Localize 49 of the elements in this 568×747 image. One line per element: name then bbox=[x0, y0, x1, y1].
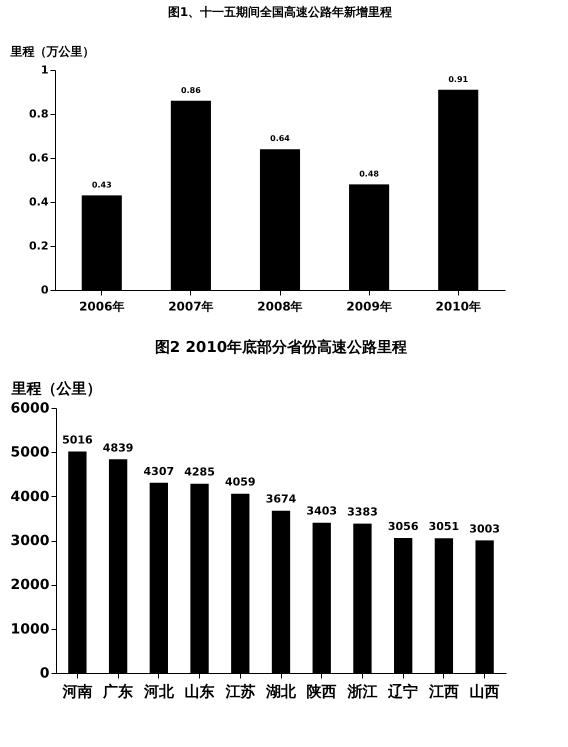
data-label: 3003 bbox=[469, 522, 500, 536]
x-tick-label: 山西 bbox=[470, 682, 500, 700]
y-tick-label: 1 bbox=[40, 64, 48, 76]
y-tick-label: 0 bbox=[40, 284, 49, 296]
y-tick-label: 5000 bbox=[10, 444, 50, 461]
x-tick-label: 江西 bbox=[428, 682, 459, 700]
chart-title: 图2 2010年底部分省份高速公路里程 bbox=[154, 338, 408, 356]
data-label: 3403 bbox=[306, 504, 338, 518]
x-tick-label: 2009年 bbox=[346, 300, 392, 314]
data-label: 0.91 bbox=[448, 74, 469, 84]
data-label: 0.43 bbox=[92, 180, 112, 190]
data-label: 4059 bbox=[224, 476, 256, 489]
data-label: 4285 bbox=[184, 466, 215, 479]
data-label: 3056 bbox=[388, 520, 419, 534]
data-label: 0.86 bbox=[181, 86, 202, 95]
x-tick-label: 2006年 bbox=[79, 300, 124, 314]
y-tick-label: 4000 bbox=[10, 488, 50, 505]
x-tick-label: 2008年 bbox=[257, 300, 303, 314]
data-label: 0.48 bbox=[359, 169, 380, 178]
data-label: 3674 bbox=[266, 492, 297, 506]
x-tick-label: 2007年 bbox=[168, 300, 214, 314]
chart-title: 图1、十一五期间全国高速公路年新增里程 bbox=[168, 5, 392, 19]
x-tick-label: 江苏 bbox=[224, 682, 256, 700]
x-tick-label: 河南 bbox=[61, 682, 92, 700]
data-label: 3383 bbox=[347, 506, 378, 519]
y-tick-label: 0.2 bbox=[29, 240, 48, 252]
data-label: 5016 bbox=[62, 433, 94, 446]
y-tick-label: 2000 bbox=[10, 577, 50, 594]
y-tick-label: 3000 bbox=[10, 533, 50, 549]
y-tick-label: 0.6 bbox=[29, 152, 49, 164]
y-tick-label: 0.4 bbox=[29, 196, 49, 208]
x-tick-label: 湖北 bbox=[265, 682, 297, 700]
y-tick-label: 1000 bbox=[10, 621, 50, 638]
x-tick-label: 浙江 bbox=[346, 682, 378, 700]
x-tick-label: 2010年 bbox=[436, 300, 481, 314]
y-tick-label: 0.8 bbox=[29, 108, 48, 120]
data-label: 0.64 bbox=[270, 134, 290, 144]
data-label: 4839 bbox=[102, 441, 134, 454]
y-tick-label: 6000 bbox=[10, 400, 50, 416]
data-label: 3051 bbox=[428, 520, 460, 534]
y-tick-label: 0 bbox=[40, 666, 50, 682]
y-axis-title: 里程（万公里） bbox=[10, 44, 94, 58]
x-tick-label: 辽宁 bbox=[387, 682, 418, 700]
x-tick-label: 陕西 bbox=[306, 682, 337, 700]
x-tick-label: 河北 bbox=[142, 682, 175, 700]
x-tick-label: 广东 bbox=[102, 682, 134, 700]
data-label: 4307 bbox=[144, 464, 174, 478]
x-tick-label: 山东 bbox=[184, 682, 215, 700]
y-axis-title: 里程（公里） bbox=[10, 380, 102, 398]
